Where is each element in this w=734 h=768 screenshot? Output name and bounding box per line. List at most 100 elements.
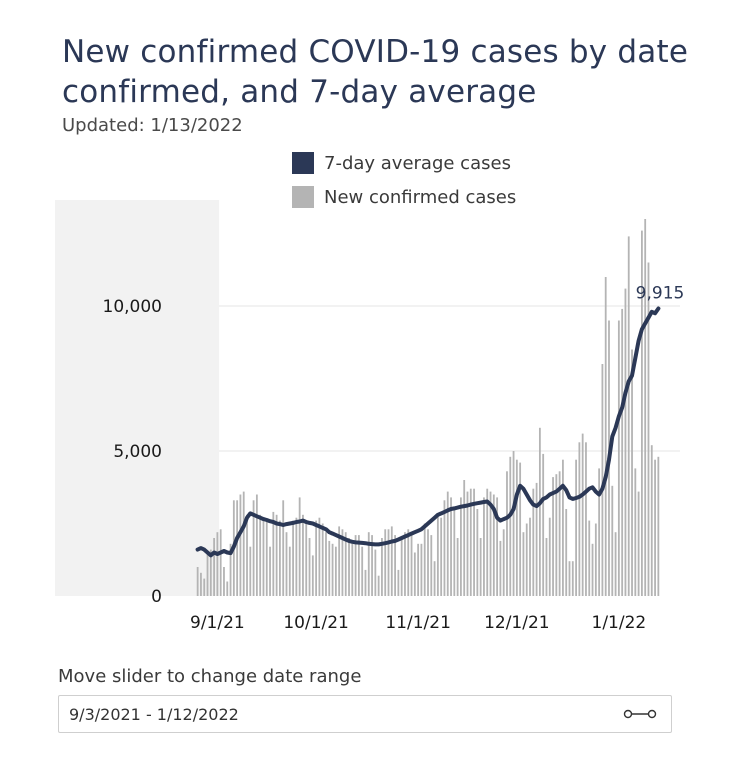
bar-new-cases[interactable] [483,497,485,596]
bar-new-cases[interactable] [394,535,396,596]
bar-new-cases[interactable] [496,497,499,596]
bar-new-cases[interactable] [585,442,587,596]
bar-new-cases[interactable] [476,509,479,596]
bar-new-cases[interactable] [410,532,413,596]
bar-new-cases[interactable] [601,364,604,596]
bar-new-cases[interactable] [617,320,620,597]
bar-new-cases[interactable] [315,520,318,596]
bar-new-cases[interactable] [502,529,505,596]
bar-new-cases[interactable] [285,532,288,596]
bar-new-cases[interactable] [249,546,252,596]
bar-new-cases[interactable] [407,529,410,596]
bar-new-cases[interactable] [621,308,624,596]
bar-new-cases[interactable] [427,529,429,596]
bar-new-cases[interactable] [552,477,554,596]
legend-item-new-cases[interactable]: New confirmed cases [292,184,516,210]
bar-new-cases[interactable] [611,485,614,596]
bar-new-cases[interactable] [657,456,660,596]
bar-new-cases[interactable] [463,480,466,596]
bar-new-cases[interactable] [522,532,525,596]
bar-new-cases[interactable] [311,555,314,596]
bar-new-cases[interactable] [417,543,420,596]
bar-new-cases[interactable] [344,532,347,596]
bar-new-cases[interactable] [295,517,298,596]
bar-new-cases[interactable] [357,535,360,596]
bar-new-cases[interactable] [532,488,535,596]
bar-new-cases[interactable] [436,514,439,596]
bar-new-cases[interactable] [216,532,219,596]
legend-item-average[interactable]: 7-day average cases [292,150,511,176]
bar-new-cases[interactable] [456,538,459,596]
bar-new-cases[interactable] [397,569,400,596]
bar-new-cases[interactable] [302,514,304,596]
bar-new-cases[interactable] [479,538,482,596]
bar-new-cases[interactable] [506,471,508,596]
bar-new-cases[interactable] [548,517,551,596]
bar-new-cases[interactable] [404,532,406,596]
bar-new-cases[interactable] [473,488,475,596]
bar-new-cases[interactable] [305,520,308,596]
bar-new-cases[interactable] [578,442,581,596]
bar-new-cases[interactable] [558,471,561,596]
date-range-slider[interactable]: 9/3/2021 - 1/12/2022 [58,695,672,733]
bar-new-cases[interactable] [627,236,630,596]
bar-new-cases[interactable] [374,549,377,596]
bar-new-cases[interactable] [321,523,324,597]
bar-new-cases[interactable] [581,433,584,596]
bar-new-cases[interactable] [384,529,387,596]
line-7-day-average[interactable] [195,306,661,558]
bar-new-cases[interactable] [200,572,202,596]
bar-new-cases[interactable] [588,520,591,596]
bar-new-cases[interactable] [226,581,229,597]
bar-new-cases[interactable] [288,546,291,596]
bar-new-cases[interactable] [460,497,462,596]
bar-new-cases[interactable] [515,459,518,596]
bar-new-cases[interactable] [591,543,594,596]
bar-new-cases[interactable] [489,491,492,596]
bar-new-cases[interactable] [637,491,640,596]
bar-new-cases[interactable] [634,468,637,596]
bar-new-cases[interactable] [328,540,331,596]
bar-new-cases[interactable] [575,459,577,596]
bar-new-cases[interactable] [331,543,334,596]
bar-new-cases[interactable] [377,575,380,596]
bar-new-cases[interactable] [571,561,574,596]
bar-new-cases[interactable] [453,509,456,596]
bar-new-cases[interactable] [440,517,443,596]
bar-new-cases[interactable] [242,491,245,596]
bar-new-cases[interactable] [647,262,650,597]
bar-new-cases[interactable] [519,462,522,596]
bar-new-cases[interactable] [318,517,321,596]
bar-new-cases[interactable] [279,520,281,596]
bar-new-cases[interactable] [512,451,515,596]
bar-new-cases[interactable] [269,546,271,596]
bar-new-cases[interactable] [252,500,255,596]
bar-new-cases[interactable] [275,514,278,596]
bar-new-cases[interactable] [598,468,601,596]
bar-new-cases[interactable] [390,526,393,596]
bar-new-cases[interactable] [430,535,433,596]
bar-new-cases[interactable] [614,532,617,596]
bar-new-cases[interactable] [446,491,449,596]
bar-new-cases[interactable] [351,543,354,596]
bar-new-cases[interactable] [213,538,216,596]
bar-new-cases[interactable] [259,514,262,596]
bar-new-cases[interactable] [209,549,212,596]
bar-new-cases[interactable] [196,567,199,596]
bar-new-cases[interactable] [542,453,545,596]
bar-new-cases[interactable] [492,494,495,597]
bar-new-cases[interactable] [219,529,222,596]
bar-new-cases[interactable] [364,569,367,596]
bar-new-cases[interactable] [650,445,653,596]
bar-new-cases[interactable] [206,552,209,597]
bar-new-cases[interactable] [423,523,426,597]
bar-new-cases[interactable] [631,349,633,597]
bar-new-cases[interactable] [292,520,294,596]
bar-new-cases[interactable] [236,500,239,596]
bar-new-cases[interactable] [282,500,285,596]
bar-new-cases[interactable] [341,529,344,596]
bar-new-cases[interactable] [272,511,275,596]
bar-new-cases[interactable] [443,500,446,596]
bar-new-cases[interactable] [624,288,627,596]
bar-new-cases[interactable] [255,494,258,597]
